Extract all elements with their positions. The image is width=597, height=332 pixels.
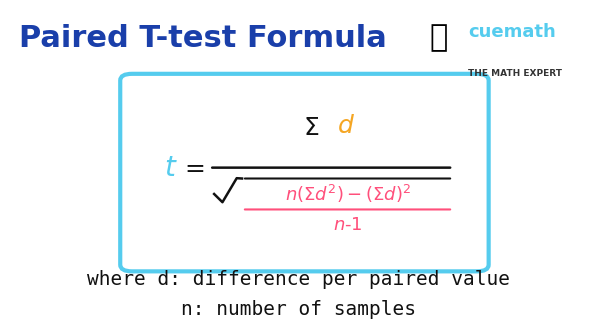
Text: cuemath: cuemath bbox=[468, 23, 556, 41]
Text: where d: difference per paired value: where d: difference per paired value bbox=[87, 270, 510, 289]
Text: Paired T-test Formula: Paired T-test Formula bbox=[19, 25, 387, 53]
Text: =: = bbox=[184, 157, 205, 181]
Text: THE MATH EXPERT: THE MATH EXPERT bbox=[468, 69, 562, 78]
Text: $\mathit{n}$-1: $\mathit{n}$-1 bbox=[333, 215, 362, 234]
Text: $\mathit{t}$: $\mathit{t}$ bbox=[164, 154, 178, 182]
FancyBboxPatch shape bbox=[120, 74, 489, 271]
Text: $\Sigma$: $\Sigma$ bbox=[303, 116, 319, 140]
Text: 🚀: 🚀 bbox=[429, 23, 447, 52]
Text: n: number of samples: n: number of samples bbox=[181, 300, 416, 319]
Text: $\mathit{n}(\Sigma \mathit{d}^2)-(\Sigma \mathit{d})^2$: $\mathit{n}(\Sigma \mathit{d}^2)-(\Sigma… bbox=[285, 183, 411, 205]
Text: $\mathit{d}$: $\mathit{d}$ bbox=[337, 115, 355, 138]
